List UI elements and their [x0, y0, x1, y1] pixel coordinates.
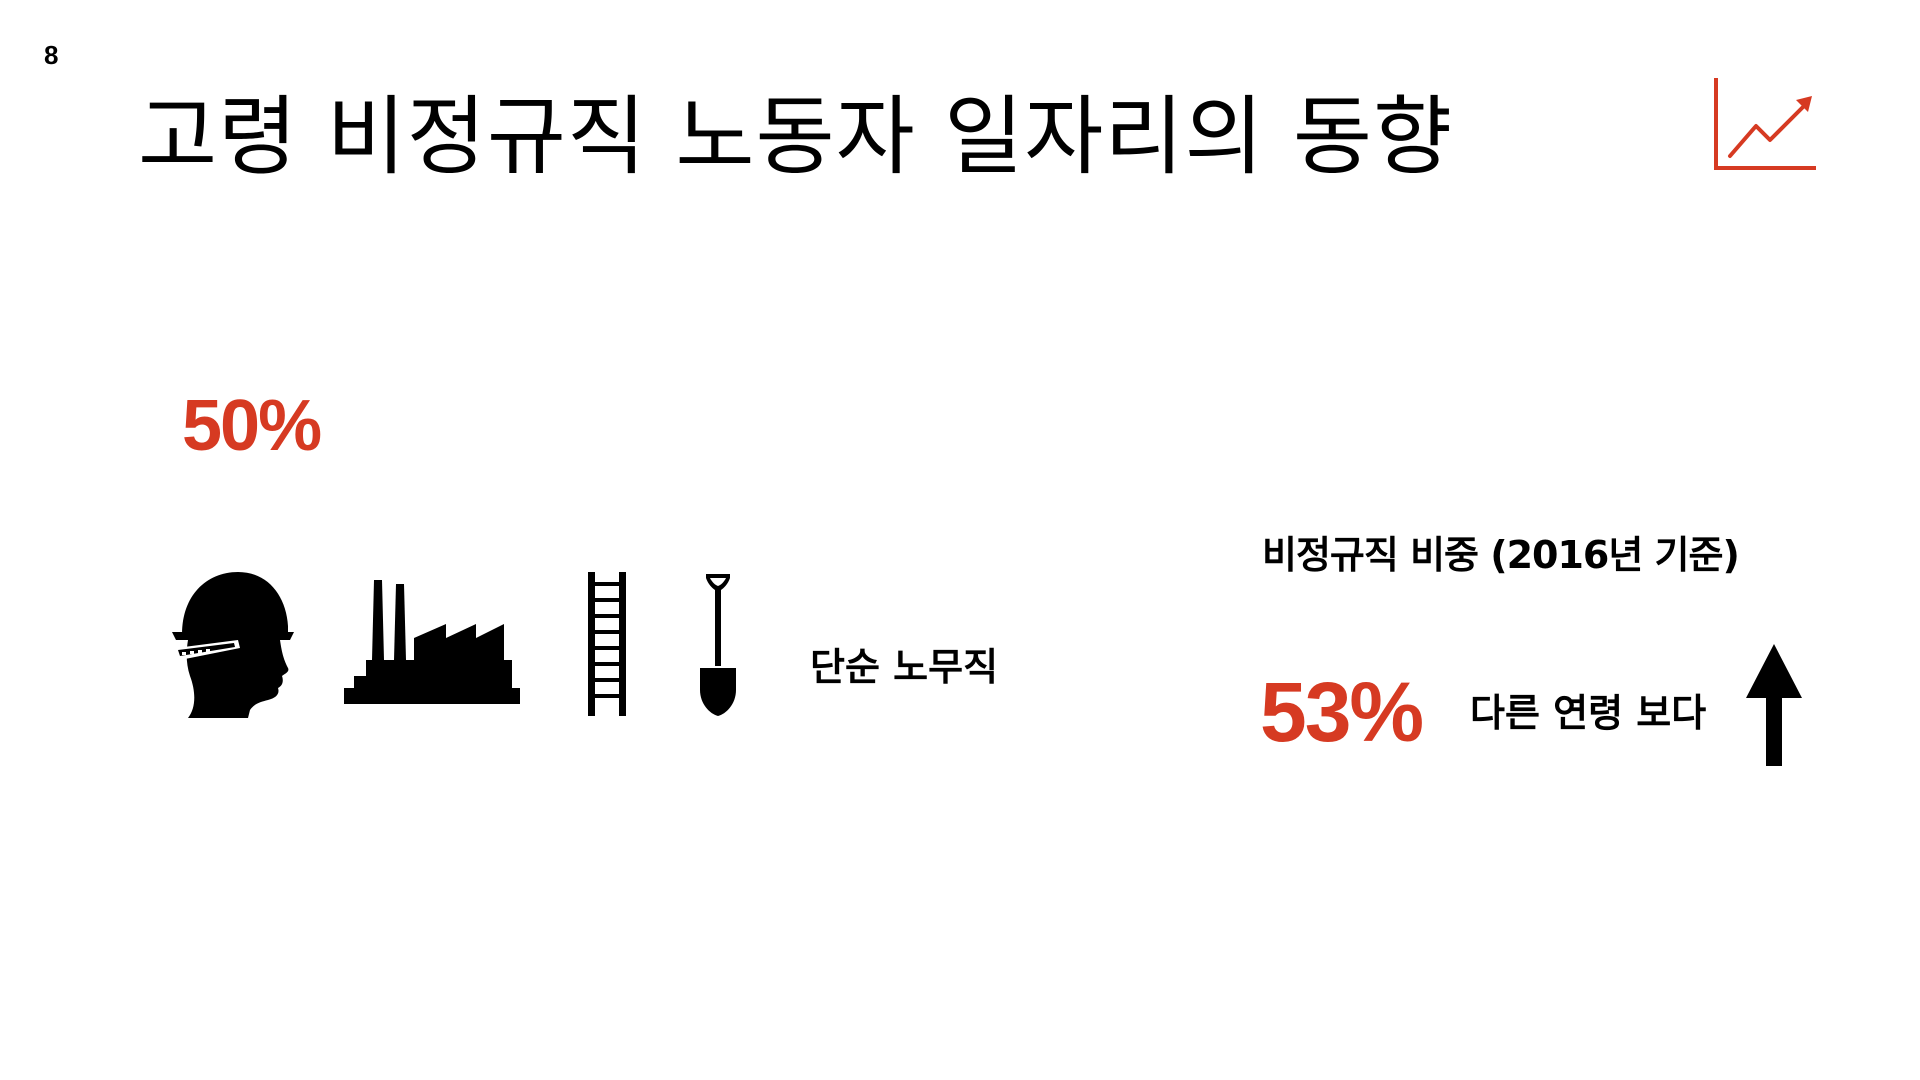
- arrow-up-icon: [1746, 644, 1802, 766]
- shovel-icon: [700, 574, 736, 716]
- factory-icon: [344, 580, 520, 704]
- ladder-icon: [588, 572, 626, 716]
- page-number: 8: [44, 40, 59, 70]
- non-regular-share-percentage: 53%: [1260, 665, 1424, 759]
- simple-labor-percentage: 50%: [182, 386, 322, 466]
- comparison-label: 다른 연령 보다: [1470, 691, 1707, 735]
- hardhat-worker-icon: [172, 572, 294, 718]
- title-row: 고령 비정규직 노동자 일자리의 동향: [138, 68, 1453, 188]
- page-title: 고령 비정규직 노동자 일자리의 동향: [138, 86, 1454, 187]
- category-label: 단순 노무직: [810, 645, 999, 689]
- non-regular-share-heading: 비정규직 비중 (2016년 기준): [1262, 533, 1740, 577]
- trend-chart-icon: [1714, 78, 1816, 170]
